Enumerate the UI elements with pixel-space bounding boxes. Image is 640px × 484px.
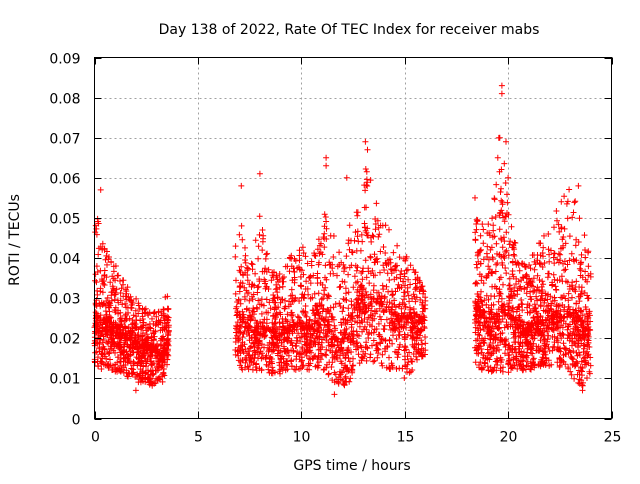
y-axis-label: ROTI / TECUs bbox=[7, 194, 23, 286]
x-axis-label: GPS time / hours bbox=[293, 458, 410, 474]
x-tick-labels: 0 5 10 15 20 25 bbox=[91, 430, 621, 446]
x-tick-label: 10 bbox=[293, 430, 311, 446]
y-tick-label: 0.06 bbox=[49, 172, 80, 188]
x-tick-label: 15 bbox=[397, 430, 415, 446]
y-tick-label: 0.05 bbox=[49, 212, 80, 228]
x-tick-label: 0 bbox=[91, 430, 100, 446]
y-tick-labels: 0 0.01 0.02 0.03 0.04 0.05 0.06 0.07 0.08 0.09 bbox=[49, 52, 80, 429]
scatter-markers bbox=[91, 82, 594, 398]
plot-frame bbox=[94, 57, 612, 419]
y-tick-label: 0.01 bbox=[49, 372, 80, 388]
axis-ticks bbox=[94, 57, 613, 420]
y-tick-label: 0.09 bbox=[49, 52, 80, 68]
y-tick-label: 0 bbox=[72, 413, 81, 429]
x-tick-label: 5 bbox=[194, 430, 203, 446]
y-tick-label: 0.04 bbox=[49, 252, 80, 268]
y-tick-label: 0.02 bbox=[49, 332, 80, 348]
y-tick-label: 0.07 bbox=[49, 132, 80, 148]
chart-title: Day 138 of 2022, Rate Of TEC Index for r… bbox=[159, 22, 540, 38]
x-tick-label: 25 bbox=[604, 430, 622, 446]
y-tick-label: 0.03 bbox=[49, 292, 80, 308]
x-tick-label: 20 bbox=[500, 430, 518, 446]
data-points bbox=[91, 82, 594, 398]
y-tick-label: 0.08 bbox=[49, 92, 80, 108]
